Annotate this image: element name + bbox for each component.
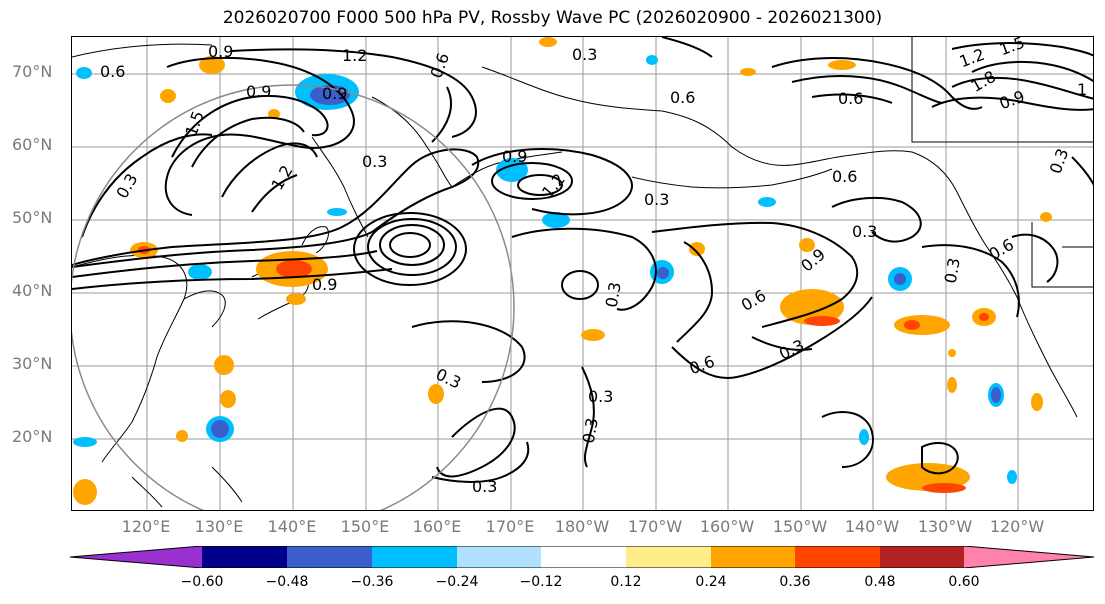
- contour-label: 0.6: [832, 167, 857, 186]
- lat-label: 50°N: [12, 208, 53, 227]
- lon-label: 130°W: [917, 517, 973, 536]
- colorbar-segment: [711, 546, 795, 568]
- lon-label: 130°E: [194, 517, 244, 536]
- lon-label: 170°E: [485, 517, 535, 536]
- colorbar-segment: [880, 546, 964, 568]
- contour-label: 1: [1077, 80, 1087, 99]
- lat-label: 70°N: [12, 62, 53, 81]
- lon-label: 140°E: [267, 517, 317, 536]
- lon-label: 150°E: [340, 517, 390, 536]
- colorbar-tick-label: 0.60: [948, 574, 980, 590]
- colorbar-segment: [626, 546, 711, 568]
- contour-label: 0.9: [246, 82, 271, 101]
- contour-label: 0.3: [472, 477, 497, 496]
- colorbar-tick-label: 0.12: [610, 574, 642, 590]
- colorbar-tick-label: 0.24: [695, 574, 727, 590]
- contour-label: 0.6: [687, 352, 717, 379]
- colorbar-tick-label: −0.48: [265, 574, 309, 590]
- contour-label: 1.5: [997, 37, 1027, 59]
- contour-label: 0.3: [644, 190, 669, 209]
- colorbar-tick-label: 0.48: [864, 574, 896, 590]
- contour-label: 0.3: [588, 387, 613, 406]
- contour-label: 0.3: [1046, 146, 1073, 176]
- contour-labels: 0.9 1.2 0.6 0.9 0.9 1.5 1.2 0.6 0.3 0.9 …: [100, 37, 1087, 496]
- contour-label: 0.3: [776, 336, 807, 364]
- contour-label: 0.3: [112, 170, 141, 202]
- lon-label: 150°W: [772, 517, 828, 536]
- lon-label: 160°W: [699, 517, 755, 536]
- colorbar-segment: [372, 546, 457, 568]
- colorbar-tick-label: −0.24: [435, 574, 479, 590]
- contour-label: 0.3: [572, 45, 597, 64]
- lat-label: 60°N: [12, 135, 53, 154]
- contour-label: 0.9: [208, 42, 233, 61]
- lon-label: 180°W: [554, 517, 610, 536]
- colorbar-segment: [202, 546, 287, 568]
- colorbar-tick-label: −0.36: [350, 574, 394, 590]
- contour-label: 0.6: [986, 235, 1018, 264]
- colorbar-segment: [964, 546, 1094, 568]
- influence-circle: [72, 84, 515, 510]
- colorbar-tick-label: 0.36: [779, 574, 811, 590]
- colorbar-segment: [795, 546, 880, 568]
- lon-label: 120°W: [989, 517, 1045, 536]
- contour-label: 0.3: [941, 256, 964, 284]
- colorbar-segment: [70, 546, 202, 568]
- lat-label: 30°N: [12, 354, 53, 373]
- contour-label: 0.9: [502, 147, 527, 166]
- lon-label: 170°W: [627, 517, 683, 536]
- contour-label: 0.6: [670, 88, 695, 107]
- contour-label: 0.9: [312, 275, 337, 294]
- colorbar-segment: [287, 546, 372, 568]
- lon-label: 160°E: [412, 517, 462, 536]
- contour-label: 0.3: [362, 152, 387, 171]
- contour-label: 0.6: [738, 286, 770, 315]
- contour-label: 1.2: [342, 46, 367, 65]
- lat-label: 20°N: [12, 427, 53, 446]
- pv-anomaly-shading: [73, 37, 1052, 505]
- map-panel: 0.9 1.2 0.6 0.9 0.9 1.5 1.2 0.6 0.3 0.9 …: [71, 36, 1094, 511]
- pv-contours: [72, 37, 1093, 483]
- lat-label: 40°N: [12, 281, 53, 300]
- contour-label: 0.6: [838, 89, 863, 108]
- map-canvas: 0.9 1.2 0.6 0.9 0.9 1.5 1.2 0.6 0.3 0.9 …: [72, 37, 1093, 510]
- colorbar: [70, 546, 1095, 568]
- contour-label: 0.3: [602, 281, 625, 309]
- contour-label: 0.3: [852, 222, 877, 241]
- map-title: 2026020700 F000 500 hPa PV, Rossby Wave …: [222, 8, 883, 28]
- colorbar-segment: [541, 546, 626, 568]
- contour-label: 0.6: [100, 62, 125, 81]
- colorbar-segment: [457, 546, 541, 568]
- contour-label: 0.3: [579, 416, 602, 444]
- coastlines: [72, 37, 1093, 508]
- colorbar-tick-label: −0.12: [519, 574, 563, 590]
- lon-label: 140°W: [844, 517, 900, 536]
- colorbar-tick-label: −0.60: [180, 574, 224, 590]
- contour-label: 0.9: [997, 87, 1027, 114]
- contour-label: 0.9: [322, 84, 347, 103]
- lon-label: 120°E: [121, 517, 171, 536]
